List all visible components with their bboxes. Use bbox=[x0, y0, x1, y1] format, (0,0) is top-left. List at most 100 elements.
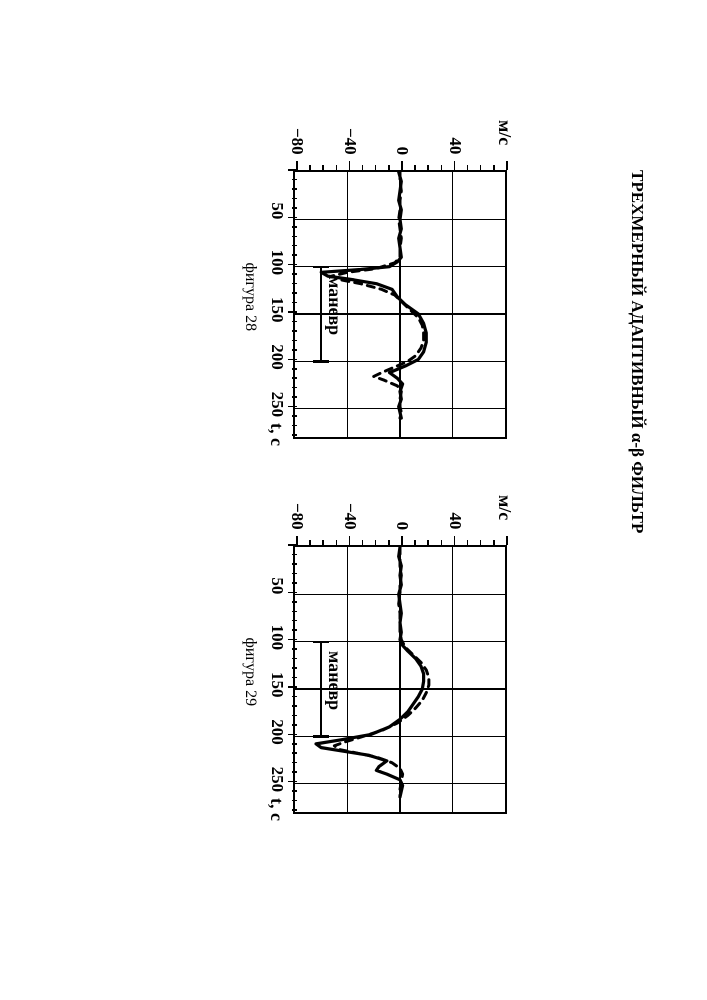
series-svg bbox=[295, 172, 505, 437]
tick-x-minor bbox=[292, 226, 297, 228]
figure-caption: фигура 29 bbox=[241, 638, 259, 707]
tick-x-minor bbox=[292, 724, 297, 726]
tick-x-minor bbox=[292, 340, 297, 342]
series-dashed bbox=[332, 172, 424, 418]
tick-y-minor bbox=[441, 540, 443, 545]
tick-label-y: 0 bbox=[392, 147, 412, 156]
tick-y-major bbox=[349, 161, 351, 170]
tick-x-minor bbox=[292, 188, 297, 190]
tick-y-minor bbox=[309, 165, 311, 170]
tick-x-minor bbox=[292, 254, 297, 256]
tick-label-y: 40 bbox=[445, 137, 465, 156]
tick-x-minor bbox=[292, 648, 297, 650]
tick-y-minor bbox=[414, 540, 416, 545]
tick-x-major bbox=[288, 359, 297, 361]
tick-x-minor bbox=[292, 573, 297, 575]
tick-x-minor bbox=[292, 207, 297, 209]
tick-y-major bbox=[296, 536, 298, 545]
tick-label-x: 50 bbox=[267, 202, 287, 219]
tick-x-minor bbox=[292, 582, 297, 584]
tick-y-minor bbox=[362, 540, 364, 545]
tick-x-minor bbox=[292, 321, 297, 323]
tick-y-minor bbox=[336, 165, 338, 170]
tick-y-major bbox=[349, 536, 351, 545]
x-axis-label: t, c bbox=[266, 798, 287, 821]
tick-y-minor bbox=[428, 165, 430, 170]
tick-x-minor bbox=[292, 762, 297, 764]
tick-x-minor bbox=[292, 434, 297, 436]
tick-x-major bbox=[288, 781, 297, 783]
tick-x-minor bbox=[292, 705, 297, 707]
tick-x-minor bbox=[292, 349, 297, 351]
tick-y-minor bbox=[375, 165, 377, 170]
tick-x-minor bbox=[292, 677, 297, 679]
tick-label-x: 150 bbox=[267, 297, 287, 323]
tick-y-major bbox=[401, 161, 403, 170]
tick-x-minor bbox=[292, 771, 297, 773]
tick-y-major bbox=[506, 536, 508, 545]
tick-x-minor bbox=[292, 790, 297, 792]
tick-x-major bbox=[288, 734, 297, 736]
tick-label-x: 100 bbox=[267, 250, 287, 276]
tick-x-major bbox=[288, 406, 297, 408]
tick-x-minor bbox=[292, 415, 297, 417]
tick-label-x: 100 bbox=[267, 625, 287, 651]
tick-y-major bbox=[454, 536, 456, 545]
series-svg bbox=[295, 547, 505, 812]
tick-x-major bbox=[288, 686, 297, 688]
tick-x-minor bbox=[292, 611, 297, 613]
tick-x-minor bbox=[292, 715, 297, 717]
tick-y-minor bbox=[362, 165, 364, 170]
tick-y-minor bbox=[336, 540, 338, 545]
tick-label-y: −40 bbox=[340, 503, 360, 531]
tick-y-minor bbox=[467, 165, 469, 170]
tick-label-x: 250 bbox=[267, 392, 287, 418]
tick-label-y: 40 bbox=[445, 512, 465, 531]
tick-x-minor bbox=[292, 198, 297, 200]
tick-y-minor bbox=[480, 165, 482, 170]
plot-area: маневр bbox=[293, 170, 507, 439]
tick-x-minor bbox=[292, 292, 297, 294]
y-axis-label: м/с bbox=[494, 120, 515, 145]
tick-x-minor bbox=[292, 800, 297, 802]
tick-x-minor bbox=[292, 563, 297, 565]
tick-x-minor bbox=[292, 743, 297, 745]
tick-y-minor bbox=[493, 540, 495, 545]
tick-y-minor bbox=[441, 165, 443, 170]
tick-label-y: 0 bbox=[392, 522, 412, 531]
tick-x-minor bbox=[292, 752, 297, 754]
tick-y-minor bbox=[388, 540, 390, 545]
tick-label-y: −40 bbox=[340, 128, 360, 156]
tick-x-major bbox=[288, 217, 297, 219]
tick-y-minor bbox=[493, 165, 495, 170]
tick-y-major bbox=[454, 161, 456, 170]
series-solid bbox=[316, 547, 424, 797]
tick-x-minor bbox=[292, 179, 297, 181]
tick-x-minor bbox=[292, 601, 297, 603]
page-title: ТРЕХМЕРНЫЙ АДАПТИВНЫЙ α-β ФИЛЬТР bbox=[627, 170, 647, 533]
tick-y-major bbox=[296, 161, 298, 170]
tick-label-x: 50 bbox=[267, 577, 287, 594]
tick-label-x: 200 bbox=[267, 344, 287, 370]
tick-x-minor bbox=[292, 245, 297, 247]
tick-x-minor bbox=[292, 396, 297, 398]
chart-fig28: маневр50100150200250−80−40040м/сt, cфигу… bbox=[297, 170, 507, 435]
tick-x-minor bbox=[292, 809, 297, 811]
tick-x-major bbox=[288, 311, 297, 313]
tick-label-y: −80 bbox=[287, 503, 307, 531]
tick-x-minor bbox=[292, 330, 297, 332]
tick-x-minor bbox=[292, 696, 297, 698]
tick-x-minor bbox=[292, 387, 297, 389]
tick-y-minor bbox=[388, 165, 390, 170]
tick-y-minor bbox=[375, 540, 377, 545]
tick-x-minor bbox=[292, 377, 297, 379]
tick-y-minor bbox=[323, 540, 325, 545]
tick-x-minor bbox=[292, 554, 297, 556]
tick-label-x: 150 bbox=[267, 672, 287, 698]
tick-x-minor bbox=[292, 658, 297, 660]
tick-x-major bbox=[288, 639, 297, 641]
tick-x-minor bbox=[292, 425, 297, 427]
tick-x-minor bbox=[292, 620, 297, 622]
tick-y-minor bbox=[323, 165, 325, 170]
tick-y-minor bbox=[309, 540, 311, 545]
